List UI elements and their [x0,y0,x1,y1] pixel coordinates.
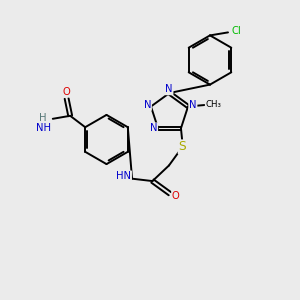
Text: H: H [39,113,47,123]
Text: N: N [150,123,157,133]
Text: N: N [165,84,173,94]
Text: O: O [172,191,180,201]
Text: CH₃: CH₃ [206,100,221,109]
Text: HN: HN [116,171,131,181]
Text: N: N [144,100,151,110]
Text: O: O [63,87,70,97]
Text: N: N [189,100,196,110]
Text: Cl: Cl [231,26,241,36]
Text: NH: NH [36,123,51,133]
Text: S: S [178,140,186,153]
